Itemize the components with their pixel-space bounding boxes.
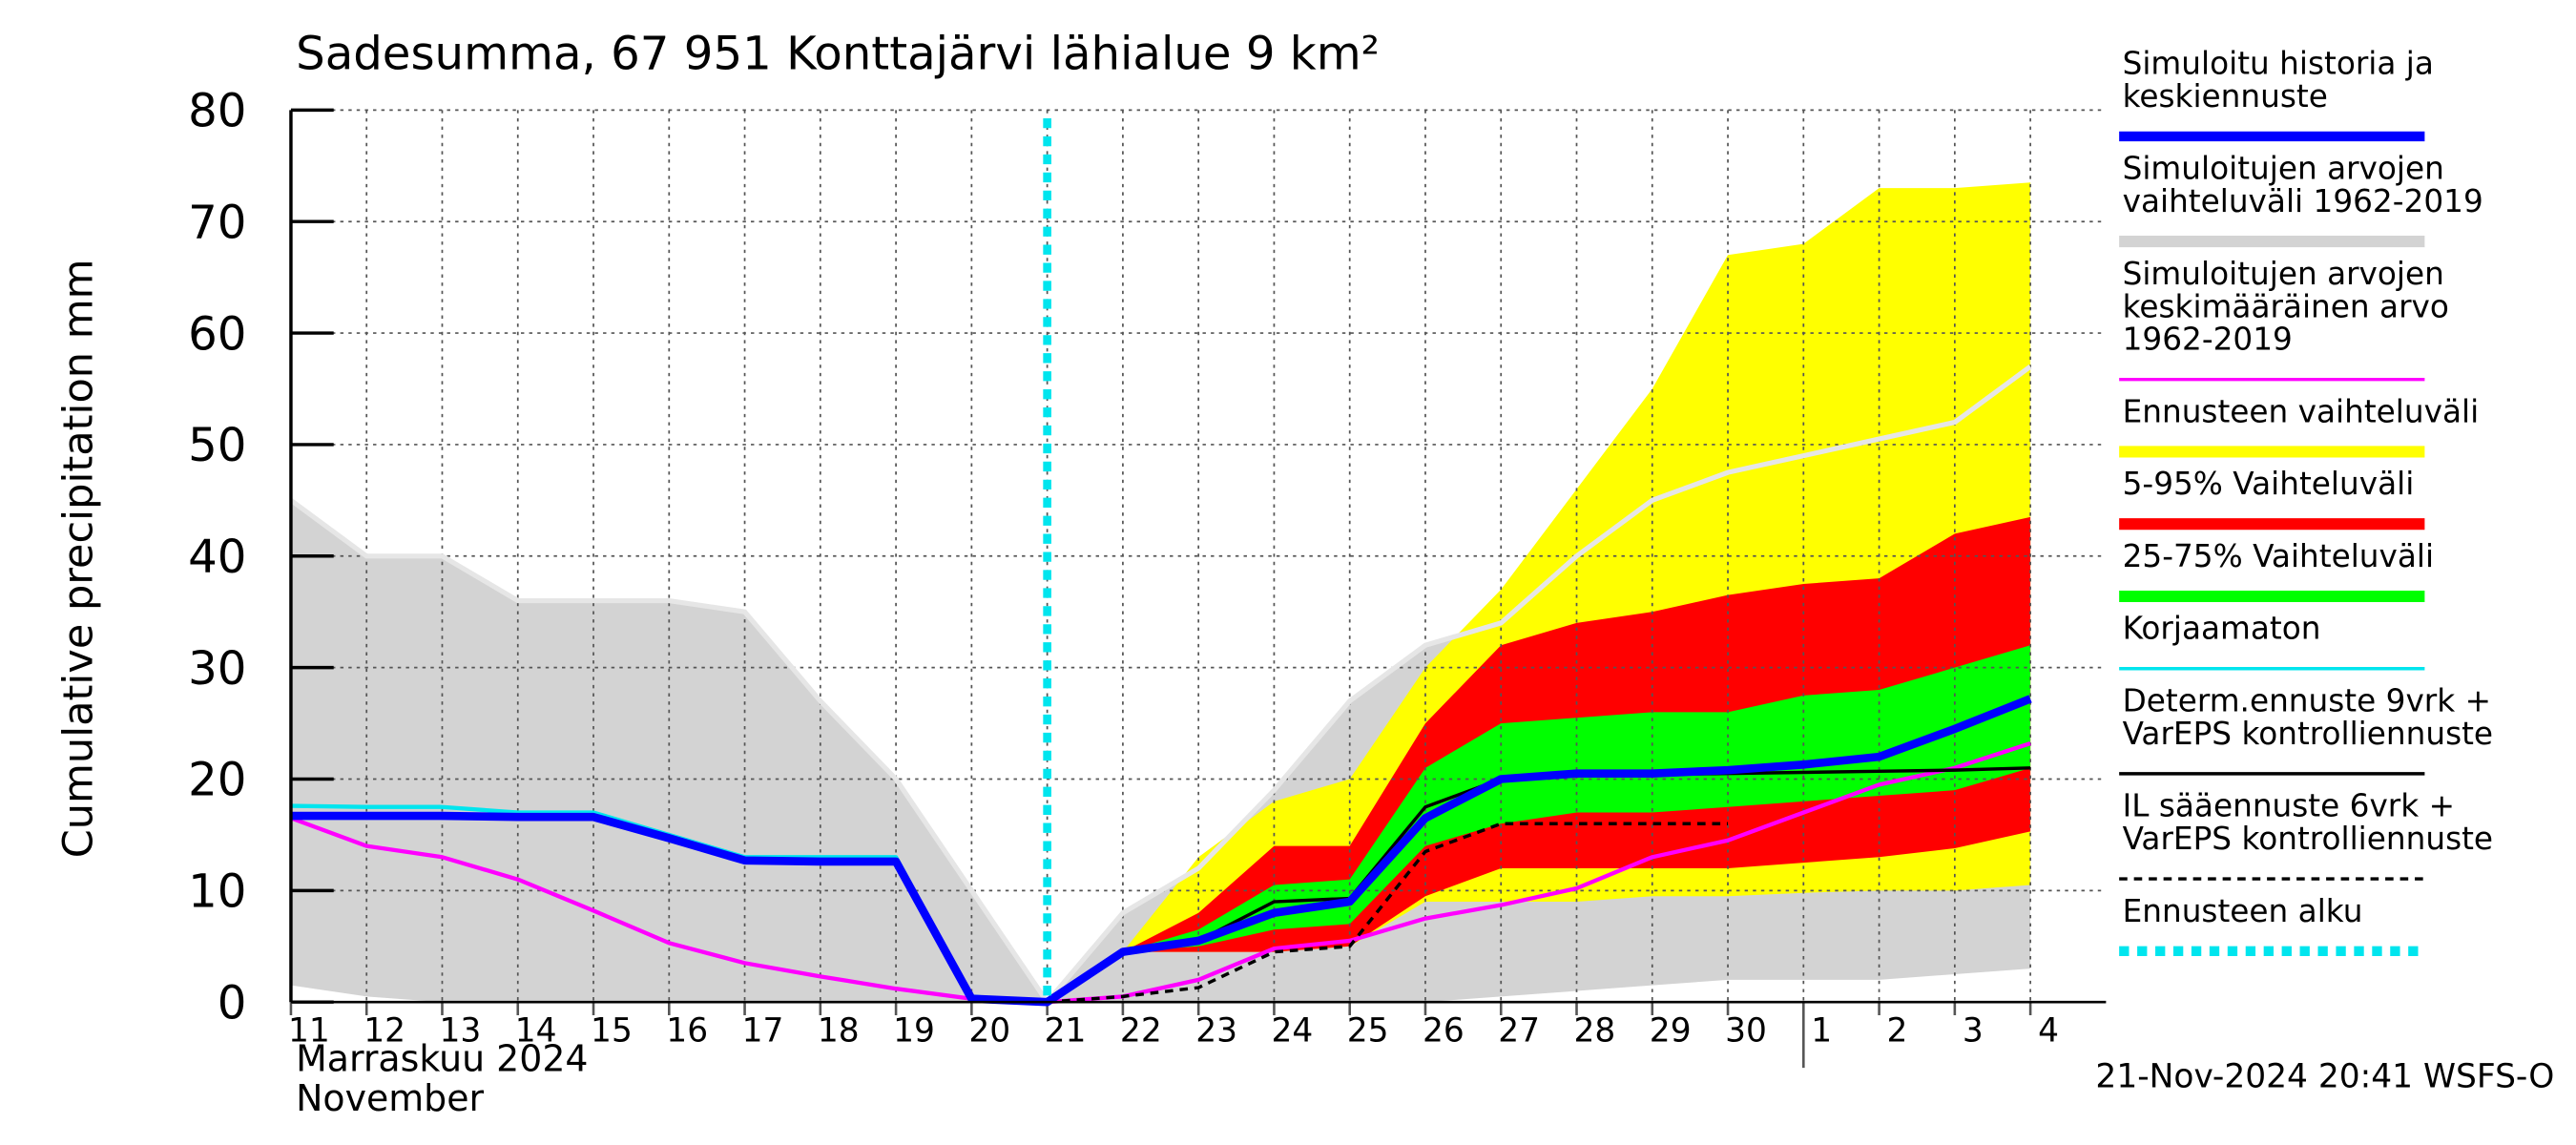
legend-label: Simuloitujen arvojen — [2123, 256, 2444, 292]
x-tick-label: 26 — [1423, 1012, 1465, 1051]
x-tick-label: 14 — [515, 1012, 557, 1051]
x-tick-label: 30 — [1725, 1012, 1767, 1051]
x-tick-label: 21 — [1045, 1012, 1087, 1051]
x-tick-label: 13 — [440, 1012, 482, 1051]
legend-label: keskimääräinen arvo — [2123, 288, 2449, 324]
legend-label: 5-95% Vaihteluväli — [2123, 466, 2415, 502]
month-label: Marraskuu 2024 — [296, 1038, 588, 1080]
y-tick-label: 40 — [188, 531, 246, 584]
x-tick-label: 23 — [1195, 1012, 1237, 1051]
x-tick-label: 20 — [968, 1012, 1010, 1051]
y-tick-label: 60 — [188, 307, 246, 361]
y-tick-label: 80 — [188, 85, 246, 138]
legend-label: vaihteluväli 1962-2019 — [2123, 183, 2483, 219]
x-tick-label: 27 — [1498, 1012, 1540, 1051]
x-tick-label: 29 — [1650, 1012, 1692, 1051]
legend-label: Ennusteen alku — [2123, 893, 2363, 929]
legend-label: Korjaamaton — [2123, 611, 2321, 647]
y-tick-label: 30 — [188, 642, 246, 696]
x-tick-label: 1 — [1811, 1012, 1832, 1051]
y-tick-label: 0 — [218, 976, 247, 1030]
x-tick-label: 3 — [1963, 1012, 1984, 1051]
series-line — [1047, 822, 1729, 1004]
legend-label: Simuloitujen arvojen — [2123, 151, 2444, 187]
x-tick-label: 18 — [818, 1012, 860, 1051]
month-label: November — [296, 1077, 484, 1119]
y-tick-label: 70 — [188, 196, 246, 249]
plot-area — [290, 182, 2031, 1003]
x-tick-label: 15 — [591, 1012, 633, 1051]
footer: 21-Nov-2024 20:41 WSFS-O — [2095, 1058, 2554, 1096]
legend-label: keskiennuste — [2123, 78, 2328, 114]
x-tick-label: 28 — [1574, 1012, 1616, 1051]
series-line — [290, 695, 2032, 1007]
x-tick-label: 25 — [1347, 1012, 1389, 1051]
x-tick-label: 11 — [288, 1012, 330, 1051]
legend-label: Simuloitu historia ja — [2123, 45, 2434, 81]
legend-label: VarEPS kontrolliennuste — [2123, 821, 2493, 857]
x-tick-label: 22 — [1120, 1012, 1162, 1051]
y-tick-label: 20 — [188, 754, 246, 807]
chart-title: Sadesumma, 67 951 Konttajärvi lähialue 9… — [296, 27, 1380, 80]
legend-label: 1962-2019 — [2123, 322, 2293, 358]
legend-label: Ennusteen vaihteluväli — [2123, 393, 2480, 429]
legend-label: Determ.ennuste 9vrk + — [2123, 682, 2491, 718]
legend-label: 25-75% Vaihteluväli — [2123, 538, 2435, 574]
y-tick-label: 10 — [188, 865, 246, 919]
series-line — [290, 741, 2031, 1005]
x-tick-label: 4 — [2038, 1012, 2059, 1051]
y-axis-label: Cumulative precipitation mm — [55, 259, 103, 858]
x-tick-label: 24 — [1271, 1012, 1313, 1051]
x-tick-label: 16 — [666, 1012, 708, 1051]
x-tick-label: 12 — [364, 1012, 405, 1051]
y-tick-label: 50 — [188, 419, 246, 472]
x-tick-label: 17 — [742, 1012, 784, 1051]
x-tick-label: 2 — [1887, 1012, 1908, 1051]
legend-label: IL sääennuste 6vrk + — [2123, 788, 2455, 824]
x-tick-label: 19 — [893, 1012, 935, 1051]
legend-label: VarEPS kontrolliennuste — [2123, 716, 2493, 752]
range-outline — [289, 364, 2032, 1007]
